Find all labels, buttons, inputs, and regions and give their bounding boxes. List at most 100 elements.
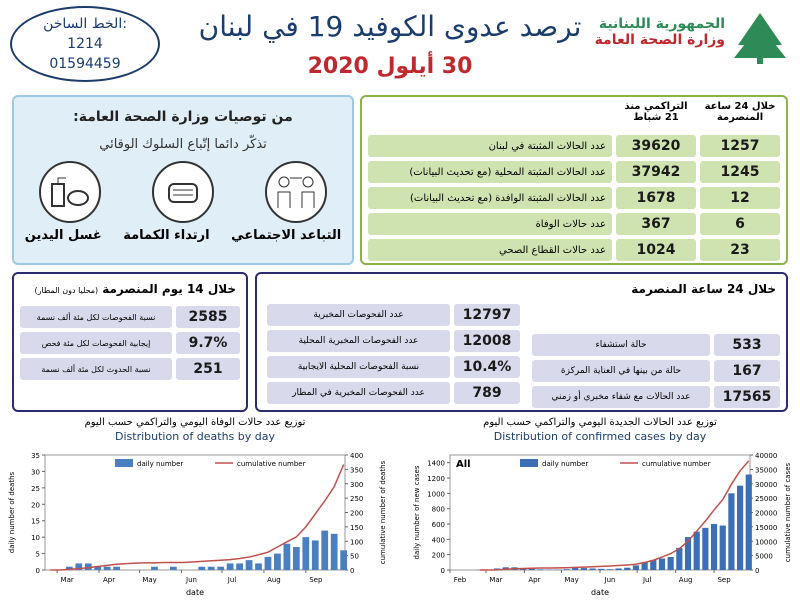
cumulative-value: 39620 <box>616 135 696 157</box>
bar <box>719 525 726 570</box>
annotation: All <box>456 459 471 470</box>
metric-row: 533 حالة استشفاء <box>532 334 780 356</box>
bar <box>236 563 243 570</box>
y-tick-label: 400 <box>432 536 445 544</box>
metric-label: حالة استشفاء <box>532 334 710 356</box>
y-tick-label: 30 <box>31 468 40 476</box>
y-tick-label: 0 <box>36 567 40 575</box>
cases-column: 533 حالة استشفاء 167 حالة من بينها في العنا… <box>526 300 786 412</box>
bar <box>667 556 674 570</box>
metric-label: عدد الفحوصات المخبرية في المطار <box>267 382 450 404</box>
y2-tick-label: 100 <box>350 538 363 546</box>
bar <box>274 553 281 570</box>
chart-title: Distribution of deaths by day <box>115 430 275 443</box>
bar <box>641 562 648 570</box>
bar <box>217 566 225 570</box>
y-tick-label: 5 <box>36 551 40 559</box>
ministry: الجمهورية اللبنانية وزارة الصحة العامة <box>585 16 725 48</box>
bar <box>198 566 206 570</box>
x-tick-label: Aug <box>267 576 281 584</box>
row-label: عدد الحالات المثبتة في لبنان <box>368 135 612 157</box>
metric-row: 10.4% نسبة الفحوصات المحلية الايجابية <box>267 356 520 378</box>
bar <box>65 566 73 570</box>
bar <box>658 558 666 570</box>
y-tick-label: 20 <box>31 501 40 509</box>
y2-tick-label: 10000 <box>755 538 777 546</box>
row-label: عدد حالات الوفاة <box>368 213 612 235</box>
y2-tick-label: 50 <box>350 553 359 561</box>
bar <box>702 527 709 570</box>
panel-title: خلال 24 ساعة المنصرمة <box>631 282 776 296</box>
recommendation-icons <box>14 160 352 224</box>
metric-value: 251 <box>176 358 240 380</box>
bar <box>736 485 744 570</box>
legend-swatch <box>520 459 538 467</box>
row-label: عدد حالات القطاع الصحي <box>368 239 612 261</box>
bar <box>615 568 622 570</box>
x-tick-label: Mar <box>61 576 74 584</box>
bar <box>340 550 348 570</box>
bar <box>650 560 657 570</box>
y-tick-label: 10 <box>31 534 40 542</box>
bar <box>330 533 338 570</box>
bar <box>598 568 605 570</box>
y2-tick-label: 300 <box>350 481 363 489</box>
y2-tick-label: 0 <box>755 567 759 575</box>
cumulative-line <box>50 464 345 571</box>
y2-tick-label: 15000 <box>755 524 777 532</box>
summary-row: 23 1024 عدد حالات القطاع الصحي <box>368 239 780 261</box>
bar <box>75 563 83 570</box>
recommendation: التباعد الاجتماعي <box>231 228 342 243</box>
y-axis-label: daily number of deaths <box>8 471 16 553</box>
legend-label: cumulative number <box>237 460 306 468</box>
cumulative-value: 37942 <box>616 161 696 183</box>
x-tick-label: Feb <box>454 576 467 584</box>
bar <box>94 566 102 570</box>
metric-label: نسبة الفحوصات لكل مئة ألف نسمة <box>20 306 172 328</box>
metric-label: عدد الفحوصات المخبرية <box>267 304 450 326</box>
metric-row: 2585 نسبة الفحوصات لكل مئة ألف نسمة <box>20 306 240 328</box>
x-tick-label: Jun <box>185 576 197 584</box>
legend-label: cumulative number <box>642 460 711 468</box>
y-tick-label: 1000 <box>427 490 445 498</box>
bar <box>606 569 614 570</box>
last-24h-value: 23 <box>700 239 780 261</box>
y-tick-label: 200 <box>432 552 445 560</box>
y2-tick-label: 0 <box>350 567 354 575</box>
distancing-icon <box>264 161 327 223</box>
legend-label: daily number <box>542 460 588 468</box>
metric-value: 10.4% <box>454 356 520 378</box>
x-tick-label: May <box>142 576 156 584</box>
metric-row: 9.7% إيجابية الفحوصات لكل مئة فحص <box>20 332 240 354</box>
metric-row: 251 نسبة الحدوث لكل مئة ألف نسمة <box>20 358 240 380</box>
bar <box>589 568 596 570</box>
y2-tick-label: 400 <box>350 452 363 460</box>
bar <box>572 567 579 570</box>
columns: 533 حالة استشفاء 167 حالة من بينها في العنا… <box>257 300 786 412</box>
bar <box>264 556 272 570</box>
metric-label: عدد الحالات مع شفاء مخبري أو زمني <box>532 386 710 408</box>
metric-value: 17565 <box>714 386 780 408</box>
metric-value: 533 <box>714 334 780 356</box>
recommendations-title: من توصيات وزارة الصحة العامة: <box>73 109 293 125</box>
legend-swatch <box>115 459 133 467</box>
metric-value: 12797 <box>454 304 520 326</box>
bar <box>170 566 177 570</box>
metric-value: 9.7% <box>176 332 240 354</box>
metric-label: حالة من بينها في العناية المركزة <box>532 360 710 382</box>
date: 30 أيلول 2020 <box>307 54 473 79</box>
y2-tick-label: 350 <box>350 466 363 474</box>
metric-value: 167 <box>714 360 780 382</box>
ministry-line: الجمهورية اللبنانية <box>598 16 725 32</box>
metric-value: 789 <box>454 382 520 404</box>
x-tick-label: Sep <box>309 576 323 584</box>
bar <box>255 563 262 570</box>
chart-subtitle: توزيع عدد الحالات الجديدة اليومي والتراك… <box>483 417 717 428</box>
metric-label: عدد الفحوصات المخبرية المحلية <box>267 330 450 352</box>
cumulative-value: 1678 <box>616 187 696 209</box>
handwash-icon <box>39 161 102 223</box>
ministry-line: وزارة الصحة العامة <box>594 32 725 48</box>
x-axis-label: date <box>186 588 204 597</box>
cedar-logo <box>734 13 786 64</box>
y2-tick-label: 40000 <box>755 452 777 460</box>
